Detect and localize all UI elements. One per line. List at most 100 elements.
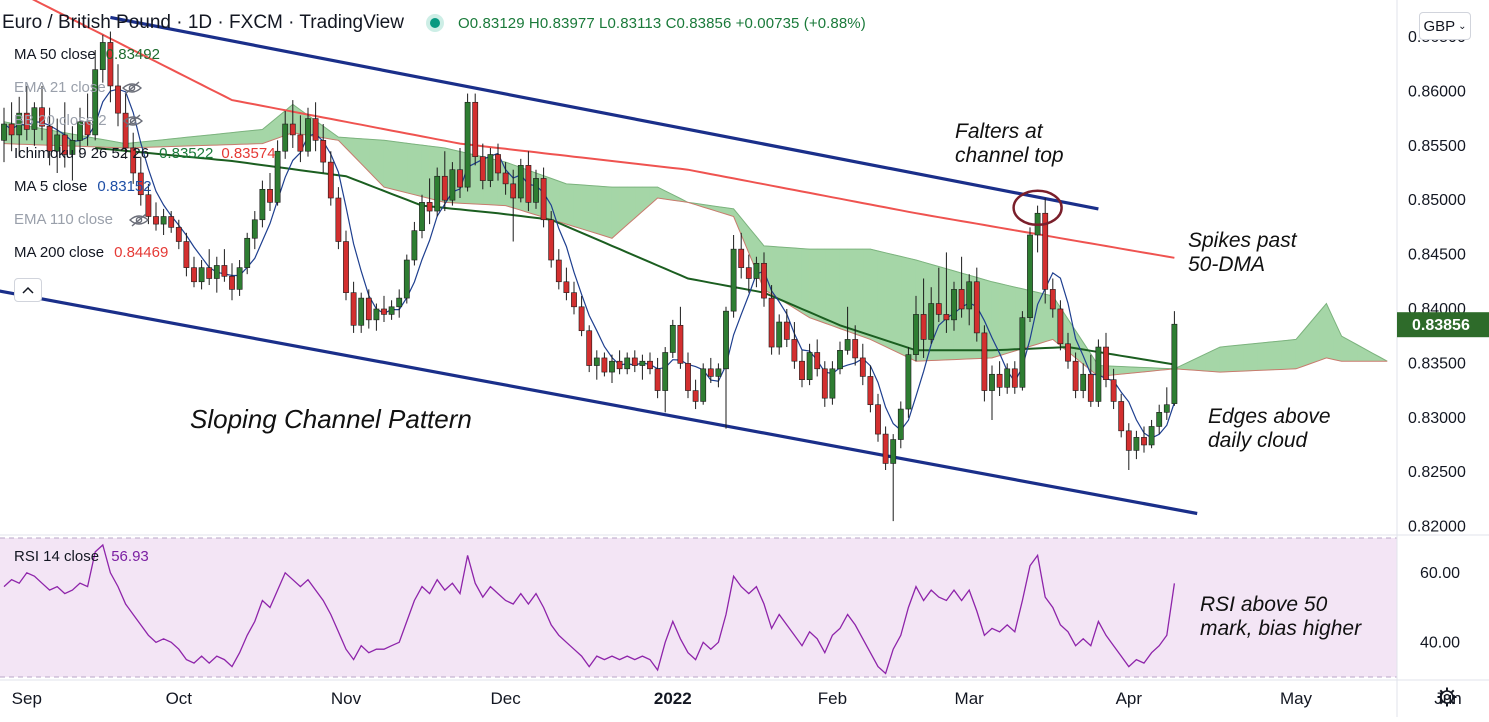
- candle-body: [677, 324, 684, 364]
- candle-body: [1057, 308, 1064, 345]
- cloud-segment: [383, 140, 392, 190]
- last-price-tag: [1397, 312, 1489, 338]
- legend-ma200[interactable]: MA 200 close 0.84469: [14, 244, 176, 261]
- cloud-segment: [573, 184, 582, 230]
- candle: [358, 292, 365, 333]
- annotation-edges: Edges above daily cloud: [1208, 405, 1331, 452]
- candle-body: [1049, 289, 1056, 310]
- legend-ma200-label: MA 200 close: [14, 244, 105, 261]
- candle-body: [84, 121, 91, 136]
- legend-ma5-value: 0.83152: [97, 178, 152, 195]
- time-tick-label: Oct: [166, 689, 193, 708]
- candle: [973, 267, 980, 342]
- price-tick-label: 0.83000: [1408, 410, 1466, 427]
- candle-body: [761, 262, 767, 299]
- candle-body: [259, 189, 266, 221]
- candle-body: [312, 118, 319, 141]
- candle: [548, 211, 555, 268]
- candle-body: [601, 357, 608, 373]
- legend-ma50-label: MA 50 close: [14, 46, 96, 63]
- legend-ema110[interactable]: EMA 110 close: [14, 211, 149, 228]
- legend-ema21[interactable]: EMA 21 close: [14, 79, 142, 96]
- candles: [1, 31, 1178, 522]
- candle-body: [852, 339, 859, 359]
- candle: [191, 256, 197, 288]
- legend-rsi[interactable]: RSI 14 close 56.93: [14, 548, 149, 565]
- candle: [829, 361, 836, 405]
- candle: [1103, 332, 1109, 388]
- price-tick-label: 0.84500: [1408, 247, 1466, 264]
- candle-body: [46, 125, 53, 152]
- candle-body: [1065, 343, 1071, 362]
- currency-button[interactable]: GBP ⌄: [1419, 12, 1471, 40]
- candle-body: [1095, 346, 1102, 402]
- candle: [662, 347, 669, 413]
- candle-body: [289, 123, 296, 136]
- eye-off-icon[interactable]: [128, 212, 149, 227]
- candle-body: [654, 368, 661, 391]
- symbol-title[interactable]: Euro / British Pound · 1D · FXCM · Tradi…: [2, 12, 404, 33]
- collapse-legend-button[interactable]: [14, 278, 42, 302]
- candle-body: [1125, 430, 1132, 451]
- candle: [403, 254, 410, 304]
- candle: [229, 263, 235, 301]
- candle: [1118, 393, 1125, 438]
- candle: [221, 249, 228, 282]
- candle: [1148, 419, 1155, 449]
- candle: [738, 232, 745, 279]
- candle: [396, 289, 403, 318]
- cloud-segment: [847, 248, 856, 335]
- cloud-segment: [1288, 339, 1297, 370]
- candle-body: [502, 172, 509, 185]
- cloud-segment: [1120, 366, 1130, 375]
- legend-ichimoku[interactable]: Ichimoku 9 26 52 26 0.83522 0.83574: [14, 145, 284, 162]
- gear-icon[interactable]: [1436, 686, 1458, 708]
- candle-body: [525, 165, 532, 203]
- candle-body: [434, 175, 441, 212]
- price-tick-label: 0.86000: [1408, 83, 1466, 100]
- eye-off-icon[interactable]: [121, 80, 142, 95]
- cloud-segment: [619, 186, 628, 233]
- candle: [373, 303, 380, 331]
- candle-body: [213, 265, 220, 279]
- candle: [1065, 332, 1071, 369]
- candle-body: [327, 161, 334, 199]
- candle: [274, 140, 281, 206]
- candle-body: [107, 42, 114, 87]
- cloud-segment: [1227, 345, 1236, 373]
- legend-bb[interactable]: BB 20 close 2: [14, 112, 143, 129]
- candle-body: [897, 408, 904, 440]
- candle-body: [335, 197, 342, 242]
- candle: [1080, 363, 1087, 399]
- candle: [806, 343, 813, 386]
- candle: [457, 147, 463, 199]
- candle: [859, 343, 866, 386]
- candle-body: [571, 292, 577, 308]
- candle: [882, 426, 889, 470]
- candle: [935, 267, 942, 323]
- candle-body: [274, 150, 281, 203]
- candle-body: [890, 439, 897, 464]
- cloud-segment: [877, 250, 886, 348]
- candle: [555, 249, 562, 290]
- candle-body: [586, 330, 593, 366]
- cloud-segment: [581, 184, 590, 232]
- candle-body: [441, 175, 448, 201]
- legend-ma5[interactable]: MA 5 close 0.83152: [14, 178, 160, 195]
- candle: [1163, 387, 1170, 420]
- candle: [707, 357, 714, 383]
- eye-off-icon[interactable]: [122, 113, 143, 128]
- candle: [890, 434, 897, 522]
- time-tick-label: Sep: [12, 689, 42, 708]
- candle-body: [175, 227, 182, 242]
- candle-body: [464, 101, 471, 188]
- legend-ma50[interactable]: MA 50 close 0.83492: [14, 46, 168, 63]
- candle: [282, 110, 289, 159]
- cloud-segment: [794, 247, 803, 314]
- cloud-segment: [900, 256, 909, 359]
- candle-body: [563, 281, 570, 293]
- candle-body: [267, 189, 273, 203]
- candle: [745, 254, 752, 293]
